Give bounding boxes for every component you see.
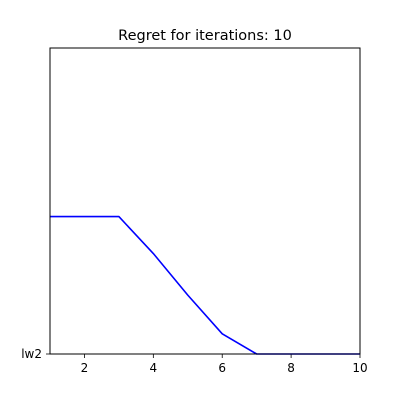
x-tick-label: 2 [81, 361, 89, 375]
series-layer [50, 215, 360, 355]
y-tick-label: lw2 [21, 347, 42, 361]
x-tick-label: 8 [287, 361, 295, 375]
x-tick-label: 10 [352, 361, 367, 375]
x-tick-label: 4 [150, 361, 158, 375]
x-tick-label: 6 [218, 361, 226, 375]
regret-series-line [50, 215, 360, 355]
y-axis-ticks: lw2 [21, 347, 50, 361]
plot-frame [49, 47, 361, 355]
x-axis-ticks: 2 4 6 8 10 [81, 354, 368, 375]
chart-title: Regret for iterations: 10 [118, 28, 292, 44]
